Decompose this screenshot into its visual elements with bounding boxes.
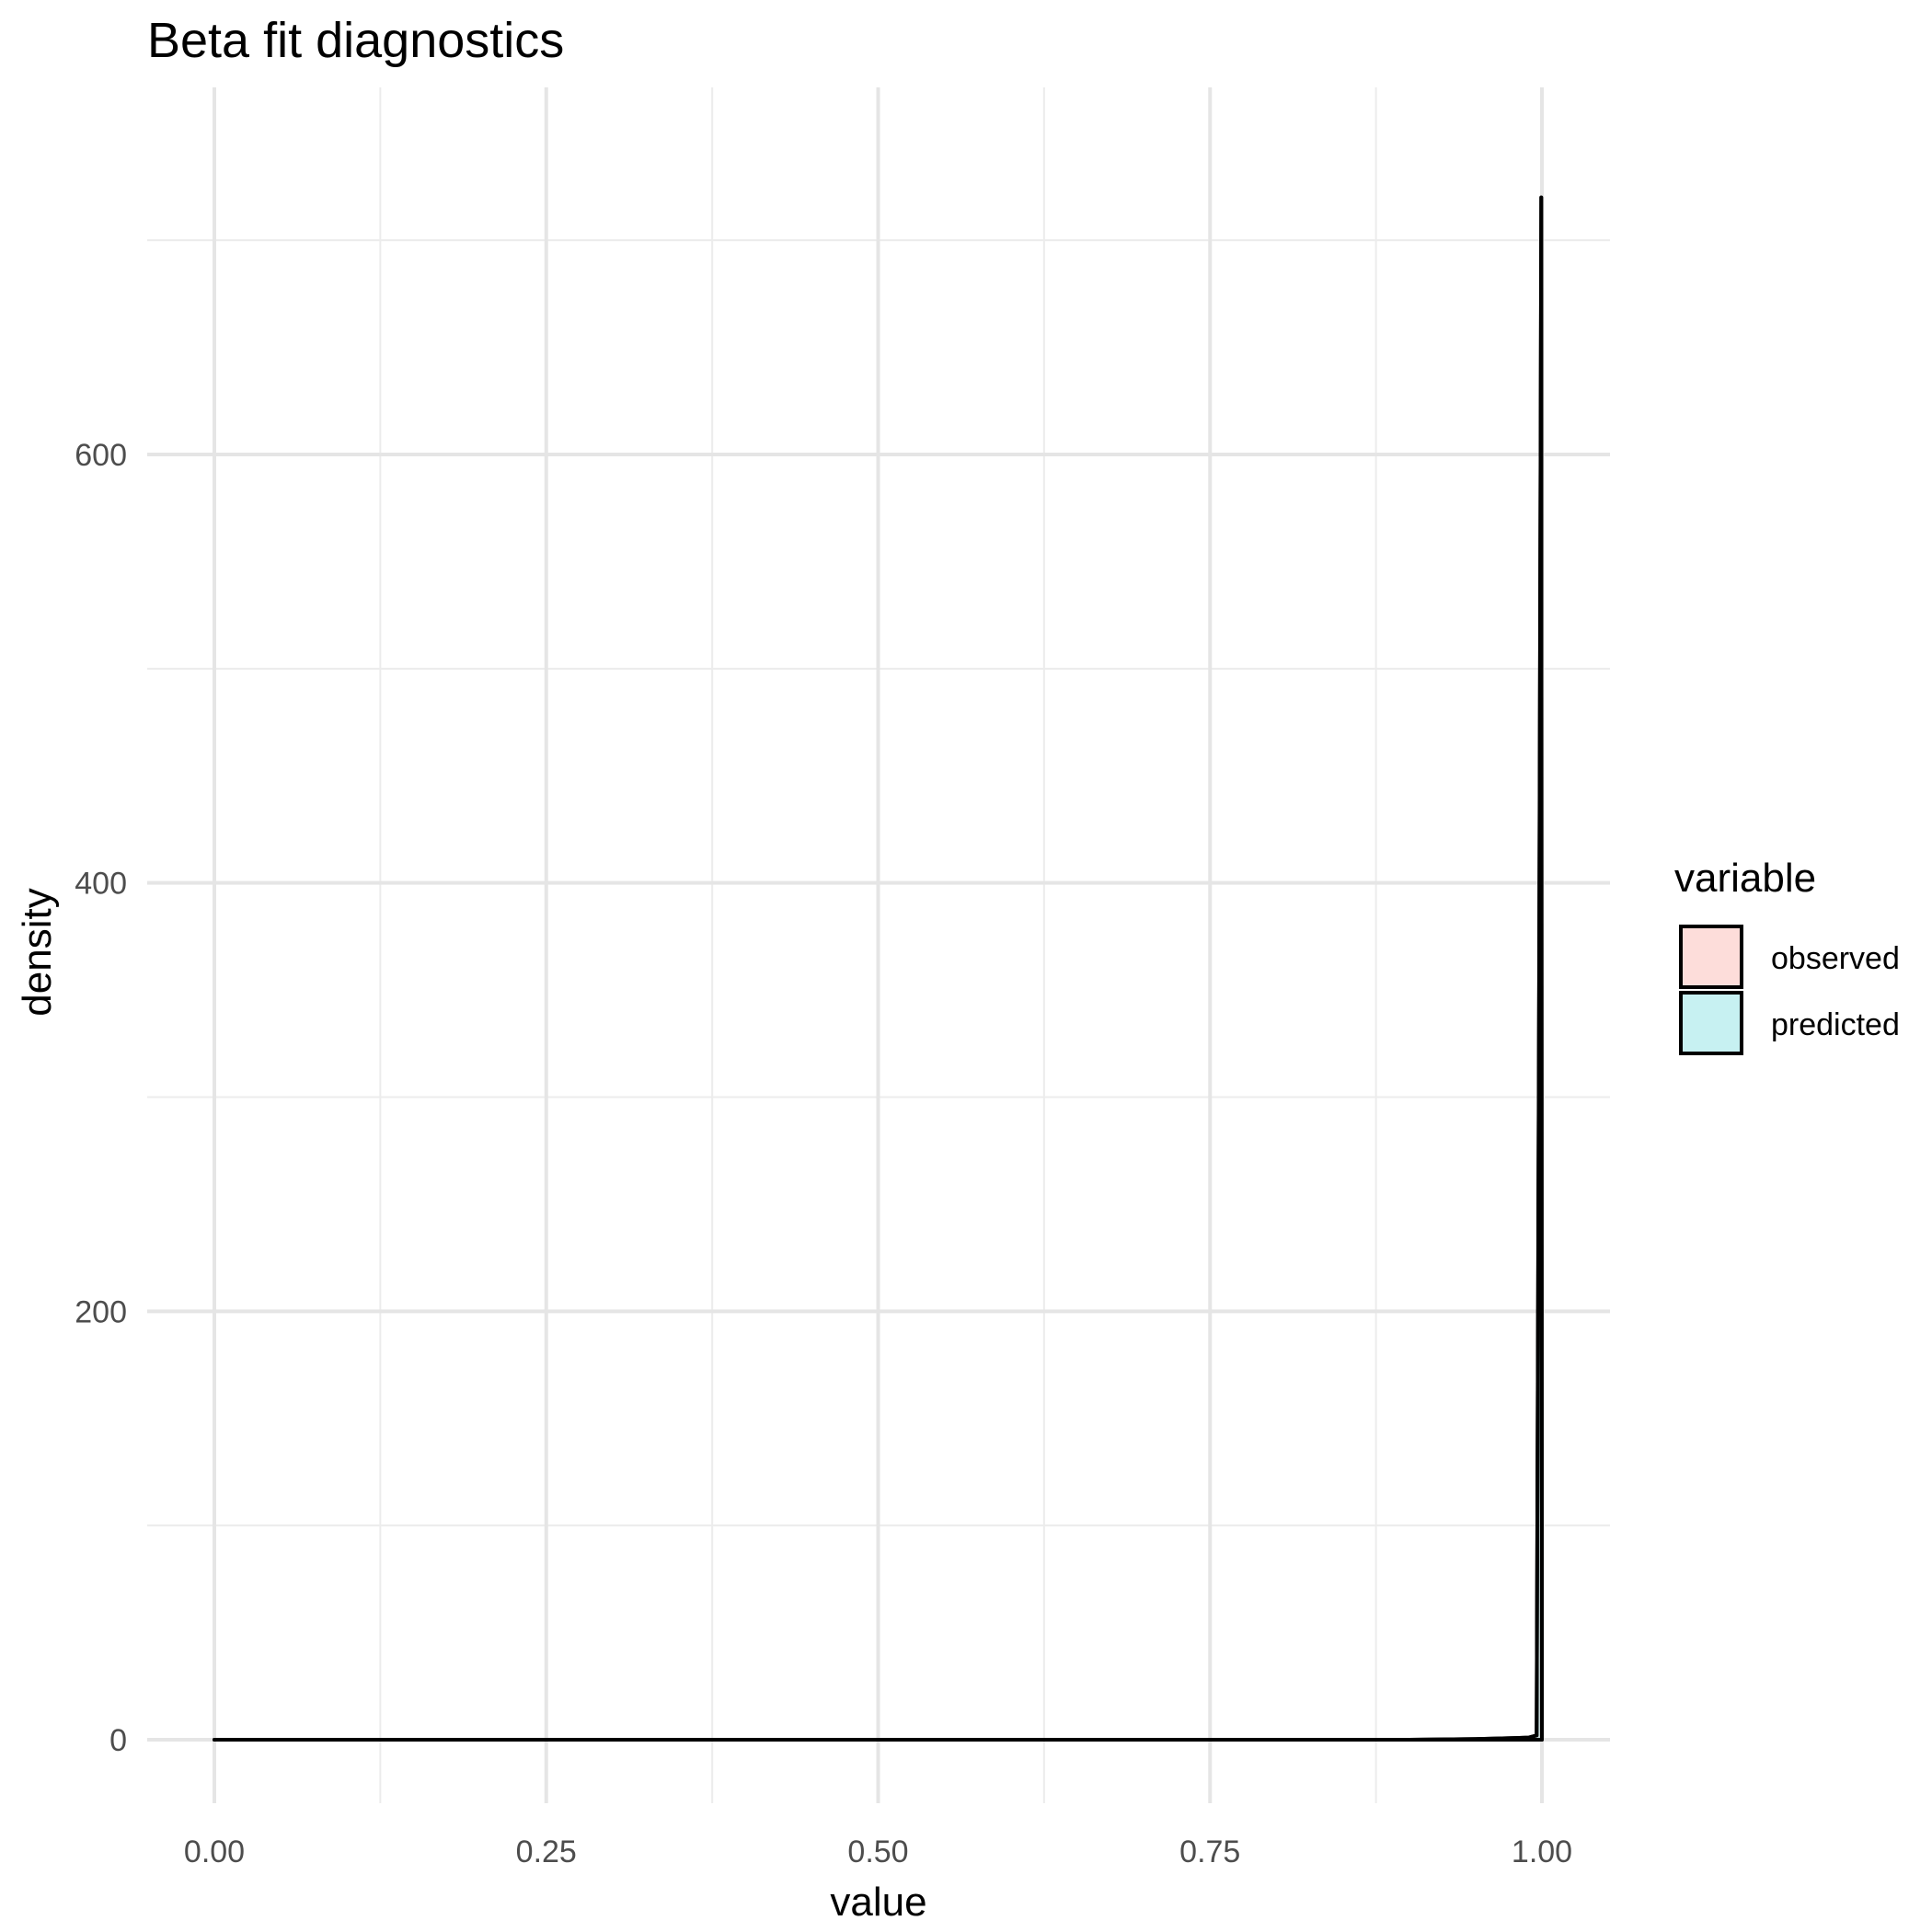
legend-label: predicted bbox=[1771, 1007, 1900, 1042]
legend: variable observed predicted bbox=[1674, 856, 1900, 1055]
series-layer bbox=[213, 195, 1544, 1742]
legend-key-bg bbox=[1681, 926, 1742, 987]
legend-key-predicted bbox=[1679, 991, 1743, 1055]
x-tick-label: 0.25 bbox=[516, 1834, 577, 1869]
legend-key-observed bbox=[1679, 925, 1743, 989]
x-tick-labels: 0.00 0.25 0.50 0.75 1.00 bbox=[184, 1834, 1572, 1869]
y-tick-label: 200 bbox=[75, 1294, 127, 1329]
legend-title: variable bbox=[1674, 856, 1816, 901]
grid-major-x bbox=[213, 87, 1544, 1803]
y-tick-label: 400 bbox=[75, 867, 127, 902]
chart-title: Beta fit diagnostics bbox=[147, 13, 564, 68]
y-tick-labels: 0 200 400 600 bbox=[75, 438, 127, 1758]
x-tick-label: 0.50 bbox=[847, 1834, 908, 1869]
x-axis-title: value bbox=[830, 1880, 926, 1925]
legend-entries: observed predicted bbox=[1679, 925, 1900, 1055]
density-area-predicted bbox=[213, 195, 1544, 1742]
legend-key-bg bbox=[1681, 993, 1742, 1053]
x-tick-label: 0.00 bbox=[184, 1834, 245, 1869]
y-tick-label: 600 bbox=[75, 438, 127, 473]
x-tick-label: 1.00 bbox=[1512, 1834, 1572, 1869]
legend-label: observed bbox=[1771, 941, 1900, 976]
y-tick-label: 0 bbox=[109, 1723, 127, 1758]
x-tick-label: 0.75 bbox=[1179, 1834, 1240, 1869]
grid-minor-x bbox=[379, 87, 1377, 1803]
y-axis-title: density bbox=[15, 888, 60, 1016]
